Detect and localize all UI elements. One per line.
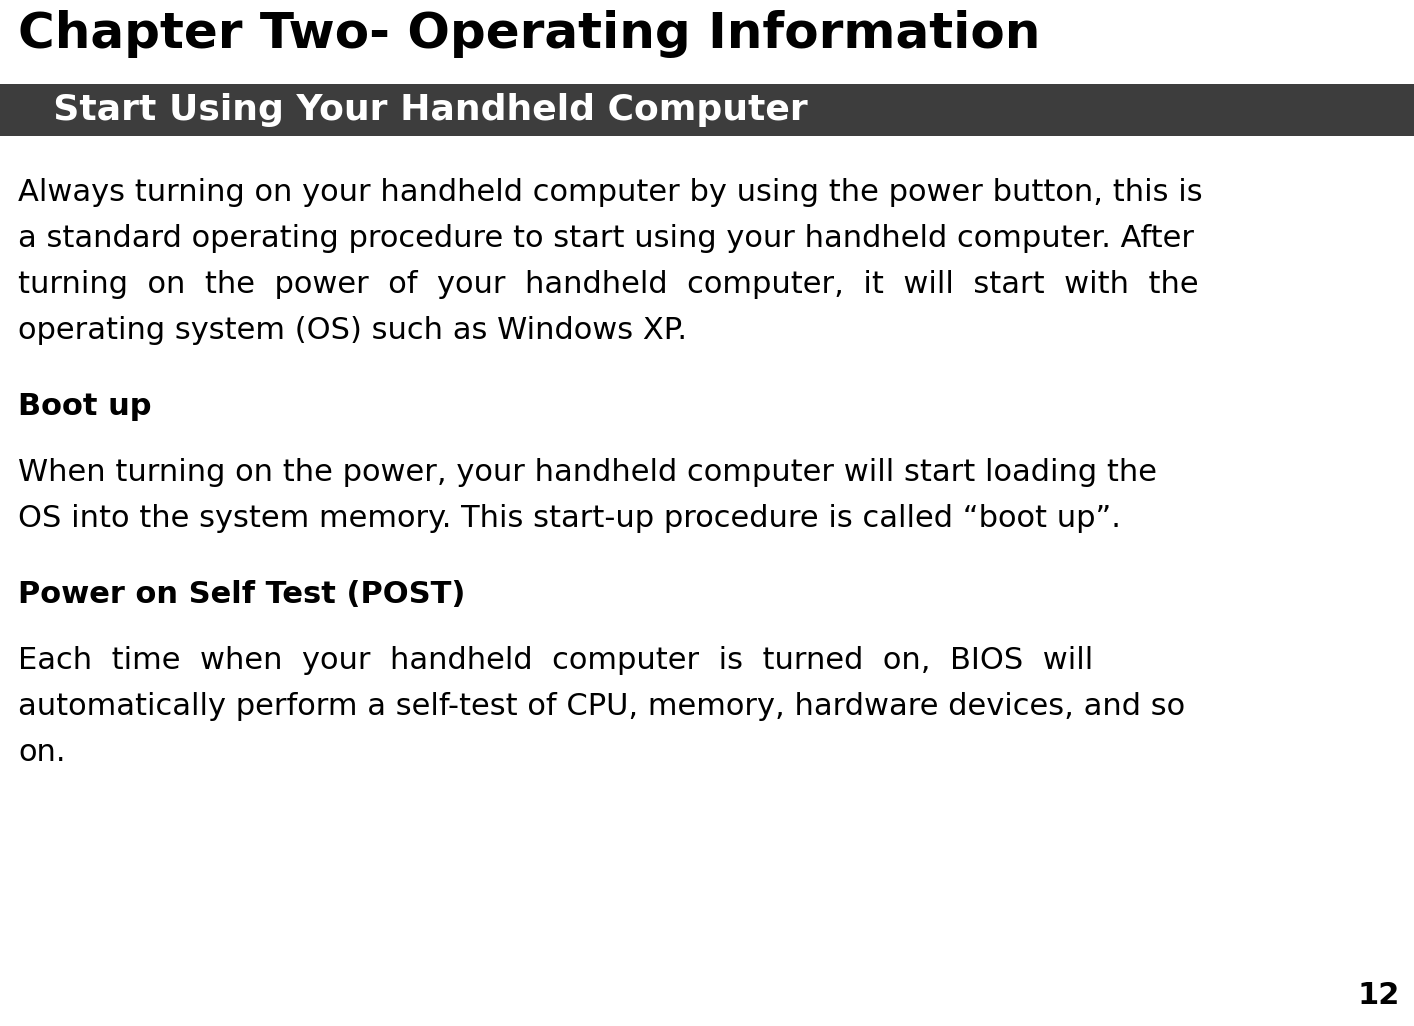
Text: OS into the system memory. This start-up procedure is called “boot up”.: OS into the system memory. This start-up… bbox=[18, 504, 1121, 532]
Bar bbox=[0, 84, 1414, 136]
Text: a standard operating procedure to start using your handheld computer. After: a standard operating procedure to start … bbox=[18, 224, 1193, 253]
Text: Each  time  when  your  handheld  computer  is  turned  on,  BIOS  will: Each time when your handheld computer is… bbox=[18, 646, 1093, 675]
Text: When turning on the power, your handheld computer will start loading the: When turning on the power, your handheld… bbox=[18, 458, 1157, 487]
Text: operating system (OS) such as Windows XP.: operating system (OS) such as Windows XP… bbox=[18, 316, 687, 345]
Text: automatically perform a self-test of CPU, memory, hardware devices, and so: automatically perform a self-test of CPU… bbox=[18, 692, 1185, 721]
Text: on.: on. bbox=[18, 738, 65, 767]
Text: Power on Self Test (POST): Power on Self Test (POST) bbox=[18, 580, 465, 609]
Text: Start Using Your Handheld Computer: Start Using Your Handheld Computer bbox=[28, 93, 807, 127]
Text: Boot up: Boot up bbox=[18, 392, 151, 421]
Text: Always turning on your handheld computer by using the power button, this is: Always turning on your handheld computer… bbox=[18, 177, 1203, 207]
Text: 12: 12 bbox=[1357, 981, 1400, 1010]
Text: Chapter Two- Operating Information: Chapter Two- Operating Information bbox=[18, 10, 1041, 58]
Text: turning  on  the  power  of  your  handheld  computer,  it  will  start  with  t: turning on the power of your handheld co… bbox=[18, 270, 1199, 299]
